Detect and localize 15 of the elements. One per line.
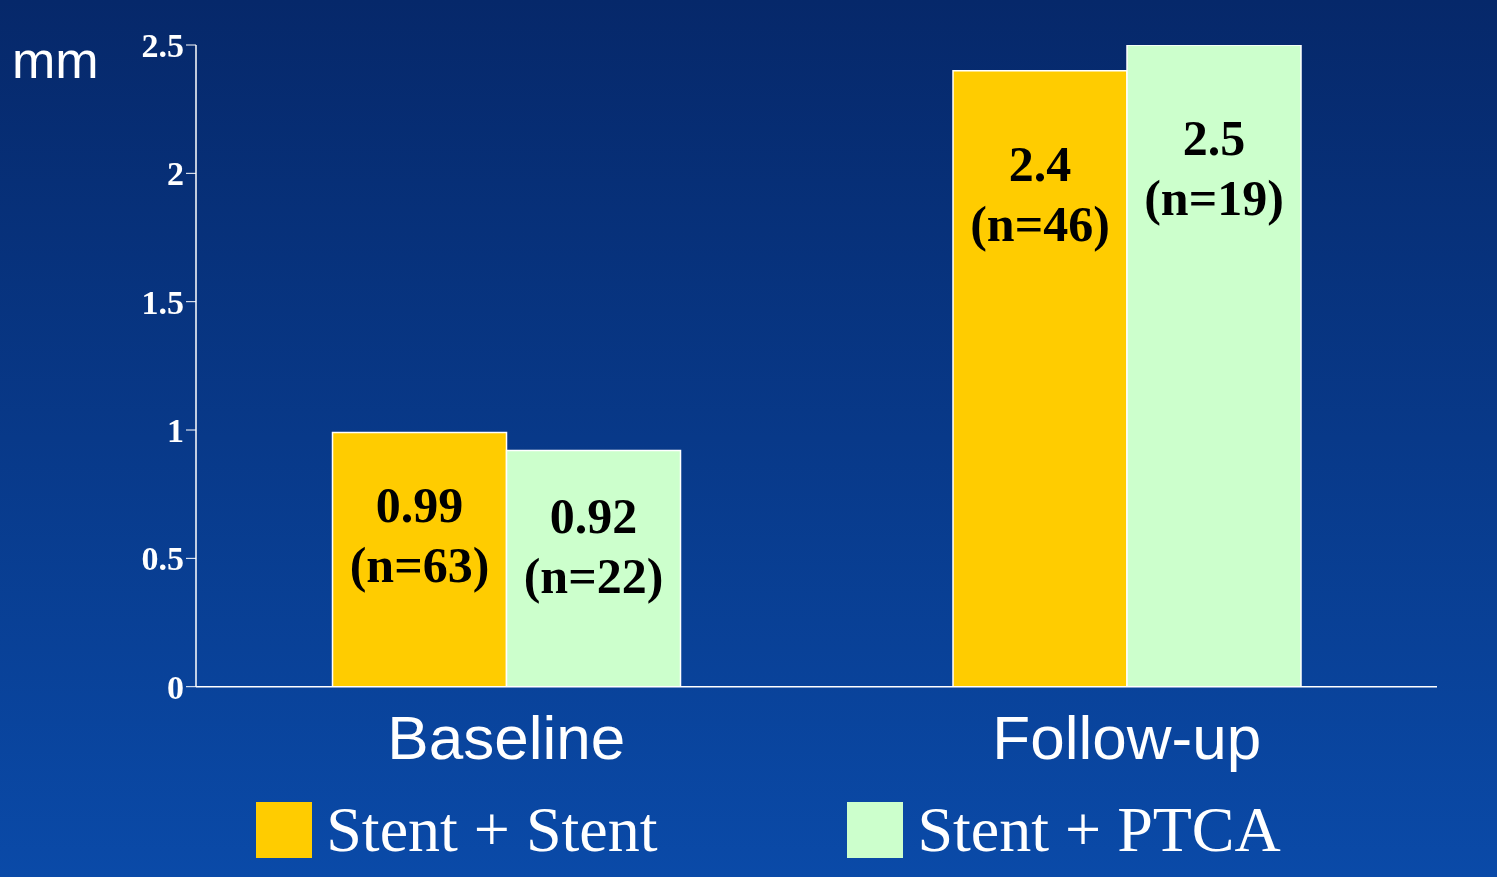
data-label: 2.4 (n=46)	[970, 135, 1110, 252]
series-label: Stent + PTCA	[917, 794, 1281, 865]
x-tick-label: Baseline	[387, 702, 626, 772]
y-tick-label: 0	[167, 668, 184, 706]
y-tick-label: 1.5	[141, 283, 184, 321]
x-tick-label: Follow-up	[992, 702, 1262, 772]
y-tick-label: 1	[167, 412, 184, 450]
y-tick-label: 0.5	[141, 540, 184, 578]
y-tick-label: 2	[167, 155, 184, 193]
y-tick-label: 2.5	[141, 27, 184, 65]
y-axis-title: mm	[12, 30, 99, 90]
data-label: 0.99 (n=63)	[349, 476, 490, 593]
data-label: 2.5 (n=19)	[1144, 110, 1284, 226]
legend-label: Stent + Stent	[326, 794, 658, 865]
data-label: 0.92 (n=22)	[523, 488, 664, 605]
